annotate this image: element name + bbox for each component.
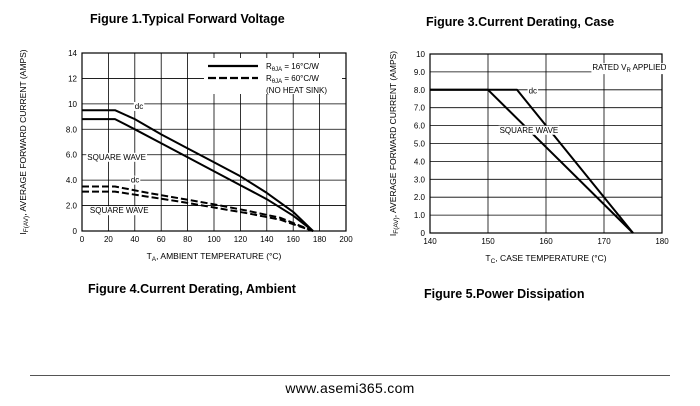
case-derating-chart: 140 150 160 170 180 0 1.0 2.0 3.0 4.0 5.0 6.0 7.0 8.0… (388, 50, 669, 265)
legend-entry-label: RθJA = 16°C/W (266, 62, 319, 73)
legend-entry-label: RθJA = 60°C/W (266, 74, 319, 85)
x-tick-label: 150 (481, 237, 495, 246)
y-tick-label: 10 (416, 50, 425, 59)
y-tick-label: 3.0 (414, 175, 426, 184)
x-tick-label: 60 (157, 235, 166, 244)
annotation-backdrop (498, 125, 560, 135)
annotation-backdrop (591, 63, 668, 75)
x-tick-label: 100 (207, 235, 221, 244)
x-tick-label: 140 (260, 235, 274, 244)
x-axis-label: TA, AMBIENT TEMPERATURE (°C) (147, 251, 282, 263)
x-tick-label: 120 (234, 235, 248, 244)
series-line-2 (430, 88, 634, 234)
x-axis-label: TC, CASE TEMPERATURE (°C) (485, 253, 606, 265)
x-tick-label: 160 (539, 237, 553, 246)
annotation-backdrop (129, 175, 141, 185)
series-line-4 (82, 190, 314, 232)
annotation-label: dc (529, 86, 537, 95)
ambient-derating-chart: 0 20 40 60 80 100 120 140 160 180 200 0 2.0 4.0 6.0 8.0… (18, 49, 353, 263)
figure-3-title: Figure 3.Current Derating, Case (426, 15, 615, 29)
y-tick-label: 12 (68, 74, 77, 83)
x-tick-label: 140 (423, 237, 437, 246)
y-tick-label: 8.0 (66, 125, 78, 134)
y-tick-label: 9.0 (414, 68, 426, 77)
y-tick-label: 14 (68, 49, 77, 58)
y-tick-label: 6.0 (414, 122, 426, 131)
x-tick-label: 180 (655, 237, 669, 246)
annotation-label: dc (131, 176, 139, 185)
series-line-2 (82, 118, 314, 232)
annotation-label: SQUARE WAVE (500, 126, 559, 135)
series-line-3 (82, 185, 314, 232)
y-tick-label: 1.0 (414, 211, 426, 220)
annotation-backdrop (88, 206, 150, 216)
footer-website: www.asemi365.com (285, 380, 415, 396)
y-tick-label: 4.0 (66, 176, 78, 185)
y-tick-label: 7.0 (414, 104, 426, 113)
annotation-label: RATED VR APPLIED (592, 63, 666, 74)
annotation-backdrop (527, 86, 539, 96)
plot-frame (81, 52, 347, 232)
x-tick-label: 40 (130, 235, 139, 244)
x-tick-label: 0 (80, 235, 85, 244)
annotation-label: dc (135, 102, 143, 111)
plot-frame (429, 53, 663, 234)
y-tick-label: 8.0 (414, 86, 426, 95)
x-tick-label: 20 (104, 235, 113, 244)
legend-entry-label: (NO HEAT SINK) (266, 86, 327, 95)
annotation-backdrop (133, 101, 145, 111)
y-axis-label: IF(AV), AVERAGE FORWARD CURRENT (AMPS) (388, 51, 400, 236)
annotation-label: SQUARE WAVE (87, 153, 146, 162)
x-tick-label: 160 (287, 235, 301, 244)
y-tick-label: 0 (73, 227, 78, 236)
y-tick-label: 0 (421, 229, 426, 238)
y-tick-label: 2.0 (414, 193, 426, 202)
y-axis-label: IF(AV), AVERAGE FORWARD CURRENT (AMPS) (18, 49, 30, 234)
legend-box (204, 58, 342, 94)
x-tick-label: 170 (597, 237, 611, 246)
y-tick-label: 2.0 (66, 202, 78, 211)
y-tick-label: 10 (68, 100, 77, 109)
x-tick-label: 180 (313, 235, 327, 244)
series-line-1 (82, 109, 314, 232)
figure-5-title: Figure 5.Power Dissipation (424, 287, 585, 301)
y-tick-label: 5.0 (414, 140, 426, 149)
y-tick-label: 6.0 (66, 151, 78, 160)
x-tick-label: 200 (339, 235, 353, 244)
y-tick-label: 4.0 (414, 157, 426, 166)
figure-1-title: Figure 1.Typical Forward Voltage (90, 12, 285, 26)
figure-4-title: Figure 4.Current Derating, Ambient (88, 282, 296, 296)
annotation-label: SQUARE WAVE (90, 206, 149, 215)
x-tick-label: 80 (183, 235, 192, 244)
footer-divider (30, 375, 670, 376)
annotation-backdrop (86, 152, 147, 162)
